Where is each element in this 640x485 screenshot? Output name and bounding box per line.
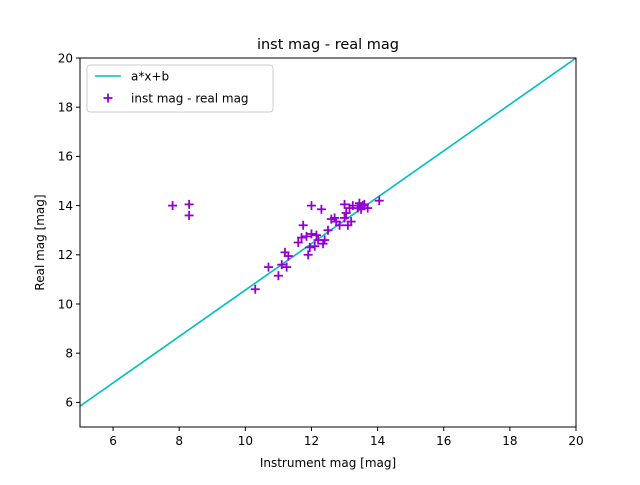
data-point	[303, 250, 313, 260]
data-point	[340, 213, 350, 223]
x-tick-label: 14	[370, 434, 385, 448]
y-axis-label: Real mag [mag]	[33, 194, 47, 290]
x-tick-label: 20	[568, 434, 583, 448]
x-tick-label: 16	[436, 434, 451, 448]
data-point	[282, 262, 292, 272]
data-point	[293, 238, 303, 247]
y-tick-label: 6	[65, 396, 73, 410]
data-point	[340, 199, 350, 209]
data-point	[335, 220, 345, 230]
data-point	[298, 220, 308, 230]
x-tick-label: 8	[175, 434, 183, 448]
chart-title: inst mag - real mag	[257, 37, 399, 53]
x-tick-label: 10	[238, 434, 253, 448]
data-point	[302, 231, 312, 241]
data-point	[320, 235, 330, 245]
data-point	[277, 260, 287, 270]
data-point	[250, 284, 260, 294]
y-tick-label: 16	[58, 150, 73, 164]
data-point	[306, 201, 316, 211]
data-point	[316, 204, 326, 214]
x-tick-label: 18	[502, 434, 517, 448]
x-tick-label: 12	[304, 434, 319, 448]
data-point	[348, 201, 358, 211]
legend: a*x+b inst mag - real mag	[86, 64, 274, 113]
data-point	[358, 201, 368, 211]
data-point	[168, 201, 178, 211]
data-point	[184, 199, 194, 209]
y-tick-label: 18	[58, 101, 73, 115]
data-point	[323, 225, 333, 235]
data-point	[341, 208, 351, 218]
x-tick-label: 6	[109, 434, 117, 448]
data-point	[283, 251, 293, 261]
data-point	[184, 210, 194, 220]
data-point	[374, 196, 384, 206]
legend-scatter-marker	[103, 93, 113, 103]
legend-scatter-label: inst mag - real mag	[131, 92, 249, 106]
data-point	[263, 262, 273, 272]
x-axis-label: Instrument mag [mag]	[260, 456, 396, 470]
legend-box	[86, 64, 274, 113]
data-point	[311, 230, 321, 240]
data-point	[306, 229, 316, 239]
y-tick-label: 12	[58, 248, 73, 262]
y-tick-label: 14	[58, 199, 73, 213]
y-tick-label: 10	[58, 297, 73, 311]
y-tick-label: 8	[65, 347, 73, 361]
plot-area-frame	[79, 57, 577, 428]
y-tick-label: 20	[58, 51, 73, 65]
legend-fit-line-label: a*x+b	[131, 70, 169, 84]
data-point	[310, 241, 320, 251]
data-point	[273, 271, 283, 281]
data-point	[297, 233, 307, 243]
data-point	[363, 203, 373, 213]
data-point	[346, 217, 356, 227]
data-point	[305, 242, 315, 252]
